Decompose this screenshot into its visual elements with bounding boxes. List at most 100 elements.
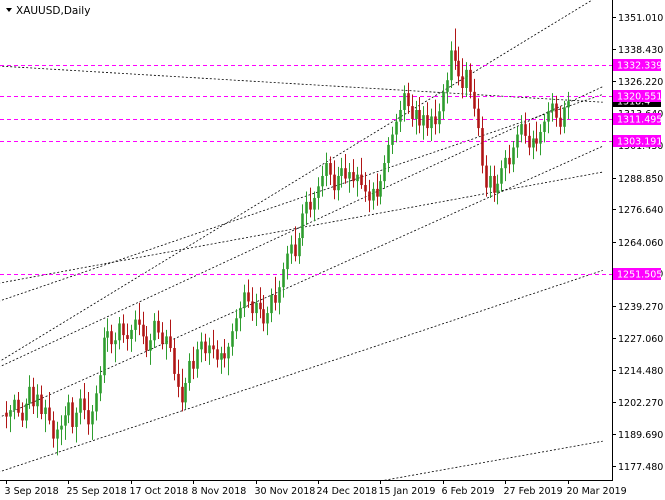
candle-body: [290, 244, 293, 254]
candle: [153, 313, 156, 349]
candle: [434, 99, 437, 135]
candle: [309, 187, 312, 218]
candle-body: [333, 174, 336, 191]
candle: [508, 144, 511, 174]
candle: [461, 58, 464, 99]
candle: [520, 115, 523, 143]
candle-body: [469, 69, 472, 92]
candle-body: [438, 111, 441, 125]
candle-body: [251, 301, 254, 314]
candle-body: [40, 394, 43, 415]
candle-body: [313, 197, 316, 210]
candle-body: [294, 244, 297, 257]
candle-body: [411, 106, 414, 120]
candle-body: [169, 336, 172, 349]
level-label: 1320.551: [613, 90, 662, 103]
candle-body: [200, 341, 203, 350]
candle-body: [208, 345, 211, 354]
candle: [528, 122, 531, 156]
candle-body: [563, 107, 566, 127]
candle-body: [567, 101, 570, 108]
candle-body: [376, 188, 379, 197]
chart-title[interactable]: XAUUSD,Daily: [6, 5, 90, 17]
time-axis: 3 Sep 2018 25 Sep 2018 17 Oct 2018 8 Nov 20…: [5, 480, 627, 497]
candle: [539, 124, 542, 156]
candle-body: [337, 175, 340, 191]
candle: [364, 172, 367, 202]
candle-body: [481, 128, 484, 166]
candle: [239, 301, 242, 332]
candle-body: [173, 348, 176, 374]
candle: [204, 333, 207, 361]
level-label-text: 1311.495: [617, 115, 662, 126]
candle-body: [71, 402, 74, 427]
candle-body: [379, 181, 382, 197]
candle-body: [430, 116, 433, 129]
candle: [418, 97, 421, 134]
candle-body: [106, 331, 109, 338]
candle-body: [446, 80, 449, 92]
candle: [138, 302, 141, 336]
trendline: [0, 65, 603, 103]
candle: [145, 326, 148, 358]
candle: [547, 102, 550, 134]
candle: [161, 322, 164, 350]
candle: [36, 384, 39, 418]
candle: [317, 177, 320, 210]
candle: [200, 332, 203, 363]
candle-body: [259, 302, 262, 310]
candle: [91, 404, 94, 440]
candle-body: [220, 353, 223, 360]
level-label: 1311.495: [613, 113, 662, 126]
candle: [512, 141, 515, 173]
candle-body: [110, 331, 113, 345]
time-tick-label: 6 Feb 2019: [442, 486, 495, 497]
candle-body: [161, 332, 164, 345]
candle-body: [387, 144, 390, 164]
price-tick-label: 1189.690: [618, 430, 663, 441]
candle: [442, 84, 445, 120]
candle: [524, 112, 527, 144]
dropdown-arrow-icon[interactable]: [6, 8, 12, 12]
candle: [126, 323, 129, 351]
candle: [298, 232, 301, 264]
candle-body: [493, 175, 496, 193]
candle-body: [286, 253, 289, 270]
time-tick-label: 30 Nov 2018: [255, 486, 316, 497]
candle: [103, 327, 106, 383]
candle-body: [239, 307, 242, 319]
candle: [142, 311, 145, 345]
candle: [173, 338, 176, 381]
candle-body: [138, 319, 141, 325]
candle-body: [44, 407, 47, 415]
candle-body: [56, 429, 59, 439]
time-tick-label: 3 Sep 2018: [5, 486, 59, 497]
candle-body: [165, 336, 168, 345]
price-tick-label: 1326.220: [618, 77, 663, 88]
candle-body: [99, 375, 102, 394]
candle-body: [282, 269, 285, 288]
candle-body: [13, 399, 16, 411]
candle: [44, 399, 47, 433]
candle: [387, 137, 390, 173]
candle-body: [25, 403, 28, 421]
candle: [87, 392, 90, 435]
candle-body: [496, 183, 499, 193]
candle: [235, 309, 238, 339]
candle: [563, 100, 566, 134]
candle: [516, 126, 519, 158]
candle-body: [403, 93, 406, 110]
candle: [422, 106, 425, 140]
candle-body: [520, 124, 523, 135]
candle: [411, 94, 414, 127]
candle: [450, 41, 453, 88]
candle: [114, 332, 117, 363]
price-tick-label: 1288.850: [618, 174, 663, 185]
candle-body: [391, 134, 394, 145]
candle: [270, 288, 273, 323]
candle-body: [555, 103, 558, 118]
candle-body: [329, 163, 332, 175]
candle-body: [9, 410, 12, 417]
